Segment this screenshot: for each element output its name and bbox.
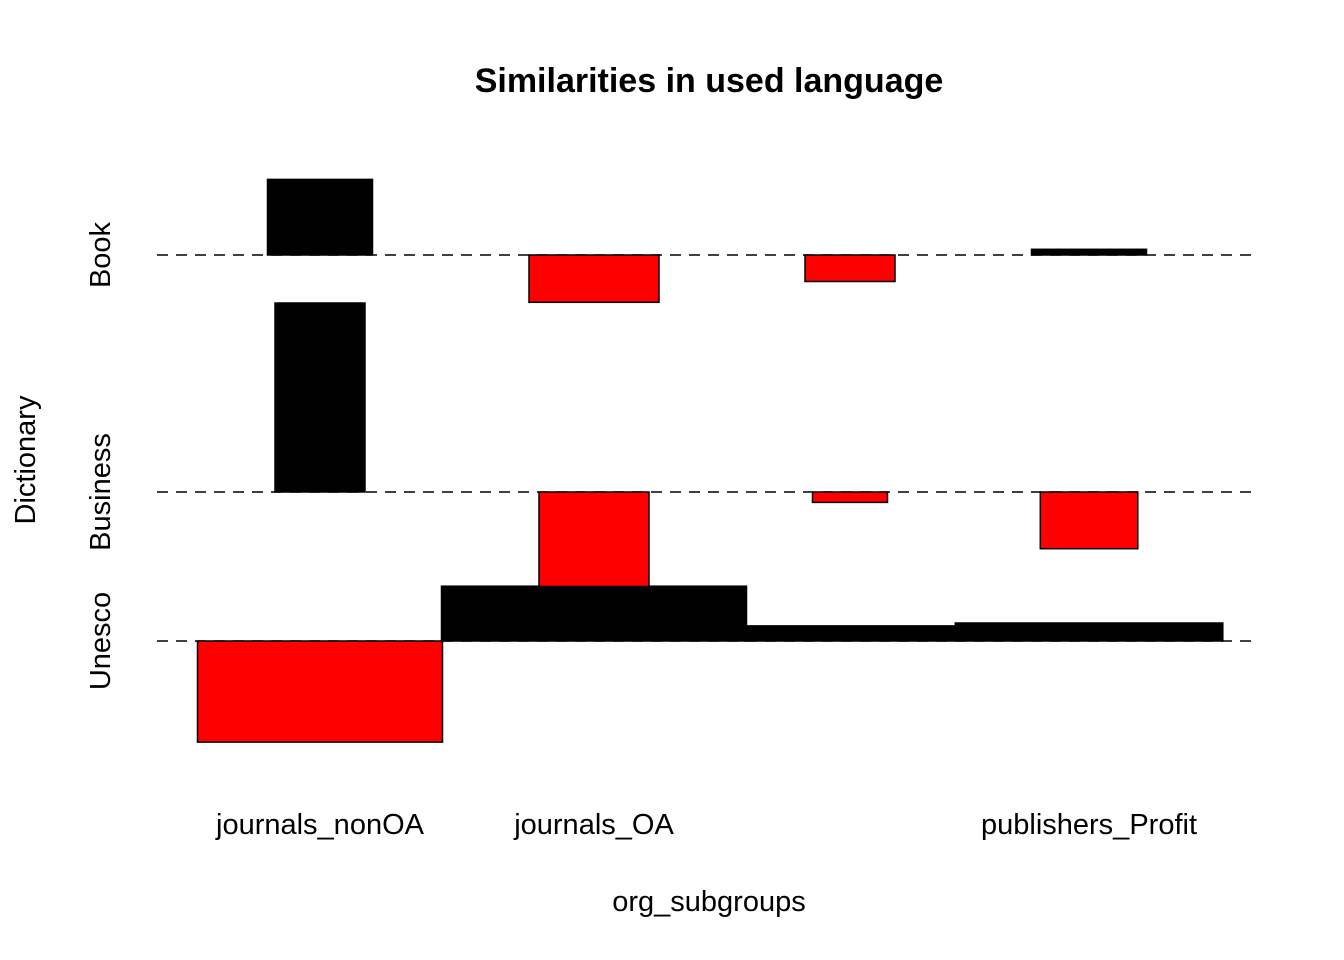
x-tick-labels: journals_nonOA journals_OA publishers_Prof… [215,809,1197,841]
bar-unesco-col4 [954,622,1224,642]
bar-book-col4 [1030,248,1148,256]
bar-unesco-col1 [196,640,444,743]
row-labels: Book Business Unesco [85,221,117,690]
chart-title: Similarities in used language [475,62,944,100]
bar-unesco-col2 [440,585,748,642]
bar-business-col3 [811,491,889,504]
y-axis-label: Dictionary [10,395,42,524]
x-tick-label-1: journals_nonOA [215,809,425,841]
bar-book-col1 [266,178,374,256]
bars [196,178,1224,743]
bar-business-col1 [274,302,366,493]
row-label-business: Business [85,433,117,551]
bar-book-col2 [528,254,660,304]
row-label-unesco: Unesco [85,592,117,690]
bar-business-col2 [538,491,650,588]
x-tick-label-4: publishers_Profit [981,809,1197,841]
x-axis-label: org_subgroups [612,886,805,918]
bar-book-col3 [804,254,896,283]
row-label-book: Book [85,221,117,288]
x-tick-label-2: journals_OA [513,809,674,841]
bar-unesco-col3 [744,625,956,642]
bar-business-col4 [1039,491,1139,550]
